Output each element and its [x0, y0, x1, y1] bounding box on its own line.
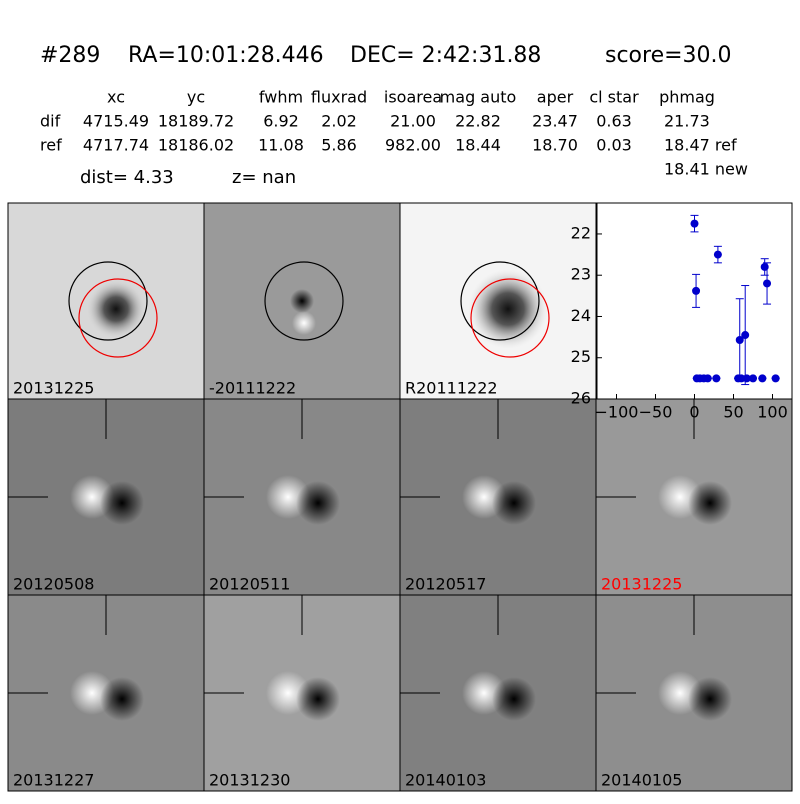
- cell: 4717.74: [83, 136, 149, 155]
- cell: 5.86: [321, 136, 357, 155]
- x-tick-label: 100: [757, 403, 788, 422]
- cell: 18.70: [532, 136, 578, 155]
- column-header: mag auto: [440, 88, 517, 107]
- score: score=30.0: [605, 43, 732, 68]
- cell: 0.63: [596, 112, 632, 131]
- x-tick-label: −50: [639, 403, 673, 422]
- cell: 22.82: [455, 112, 501, 131]
- new-mag: 18.41 new: [664, 160, 748, 179]
- cell: 21.00: [390, 112, 436, 131]
- column-header: isoarea: [384, 88, 442, 107]
- x-tick-label: 0: [689, 403, 699, 422]
- point: [763, 279, 772, 288]
- panel-label: 20140103: [405, 771, 486, 790]
- cell: 18186.02: [158, 136, 234, 155]
- light-spot: [292, 311, 316, 335]
- cell: 4715.49: [83, 112, 149, 131]
- cell: 11.08: [258, 136, 304, 155]
- panel-label: R20111222: [405, 379, 498, 398]
- point: [690, 219, 699, 228]
- panel-label: 20140105: [601, 771, 682, 790]
- point: [749, 374, 757, 383]
- dist: dist= 4.33: [80, 167, 174, 188]
- dark-spot: [688, 481, 732, 525]
- panel-label: 20131227: [13, 771, 94, 790]
- cell: 18.47 ref: [664, 136, 737, 155]
- column-header: fluxrad: [311, 88, 367, 107]
- aperture-black: [264, 261, 344, 341]
- cell: 982.00: [385, 136, 441, 155]
- source: [86, 279, 146, 339]
- cell: 18189.72: [158, 112, 234, 131]
- point: [771, 374, 780, 383]
- panel-label: 20120511: [209, 575, 290, 594]
- row-label: ref: [40, 136, 62, 155]
- x-tick-label: −100: [595, 403, 639, 422]
- dark-spot: [492, 481, 536, 525]
- aperture-red: [78, 278, 158, 358]
- cell: 0.03: [596, 136, 632, 155]
- point: [712, 374, 721, 383]
- point: [735, 335, 744, 344]
- point: [692, 286, 701, 295]
- y-tick-label: 25: [571, 347, 591, 366]
- dark-spot: [290, 289, 314, 313]
- column-header: aper: [537, 88, 574, 107]
- dark-spot: [296, 481, 340, 525]
- y-tick-label: 23: [571, 265, 591, 284]
- column-header: xc: [107, 88, 125, 107]
- point: [741, 331, 750, 340]
- dark-spot: [296, 677, 340, 721]
- z: z= nan: [232, 167, 296, 188]
- aperture-black: [68, 261, 148, 341]
- point: [703, 374, 712, 383]
- dark-spot: [100, 677, 144, 721]
- aperture-red: [470, 278, 550, 358]
- dark-spot: [492, 677, 536, 721]
- plot-area: [596, 202, 793, 400]
- ra: RA=10:01:28.446: [128, 43, 324, 68]
- panel-label: 20120517: [405, 575, 486, 594]
- y-tick-label: 22: [571, 223, 591, 242]
- dark-spot: [100, 481, 144, 525]
- point: [742, 374, 751, 383]
- point: [713, 250, 722, 259]
- column-header: yc: [187, 88, 205, 107]
- panel-label: 20131230: [209, 771, 290, 790]
- panel-label: 20131225: [601, 575, 682, 594]
- point: [758, 374, 767, 383]
- dec: DEC= 2:42:31.88: [350, 43, 541, 68]
- cell: 18.44: [455, 136, 501, 155]
- source: [468, 269, 548, 349]
- row-label: dif: [40, 112, 61, 131]
- column-header: fwhm: [259, 88, 303, 107]
- panel-label: -20111222: [209, 379, 296, 398]
- y-tick-label: 26: [571, 389, 591, 408]
- column-header: cl star: [589, 88, 639, 107]
- cell: 23.47: [532, 112, 578, 131]
- panel-label: 20120508: [13, 575, 94, 594]
- column-header: phmag: [659, 88, 715, 107]
- candidate-id: #289: [40, 43, 100, 68]
- cell: 2.02: [321, 112, 357, 131]
- x-tick-label: 50: [723, 403, 743, 422]
- cell: 6.92: [263, 112, 299, 131]
- dark-spot: [688, 677, 732, 721]
- cell: 21.73: [664, 112, 710, 131]
- y-tick-label: 24: [571, 306, 591, 325]
- aperture-black: [460, 261, 540, 341]
- panel-label: 20131225: [13, 379, 94, 398]
